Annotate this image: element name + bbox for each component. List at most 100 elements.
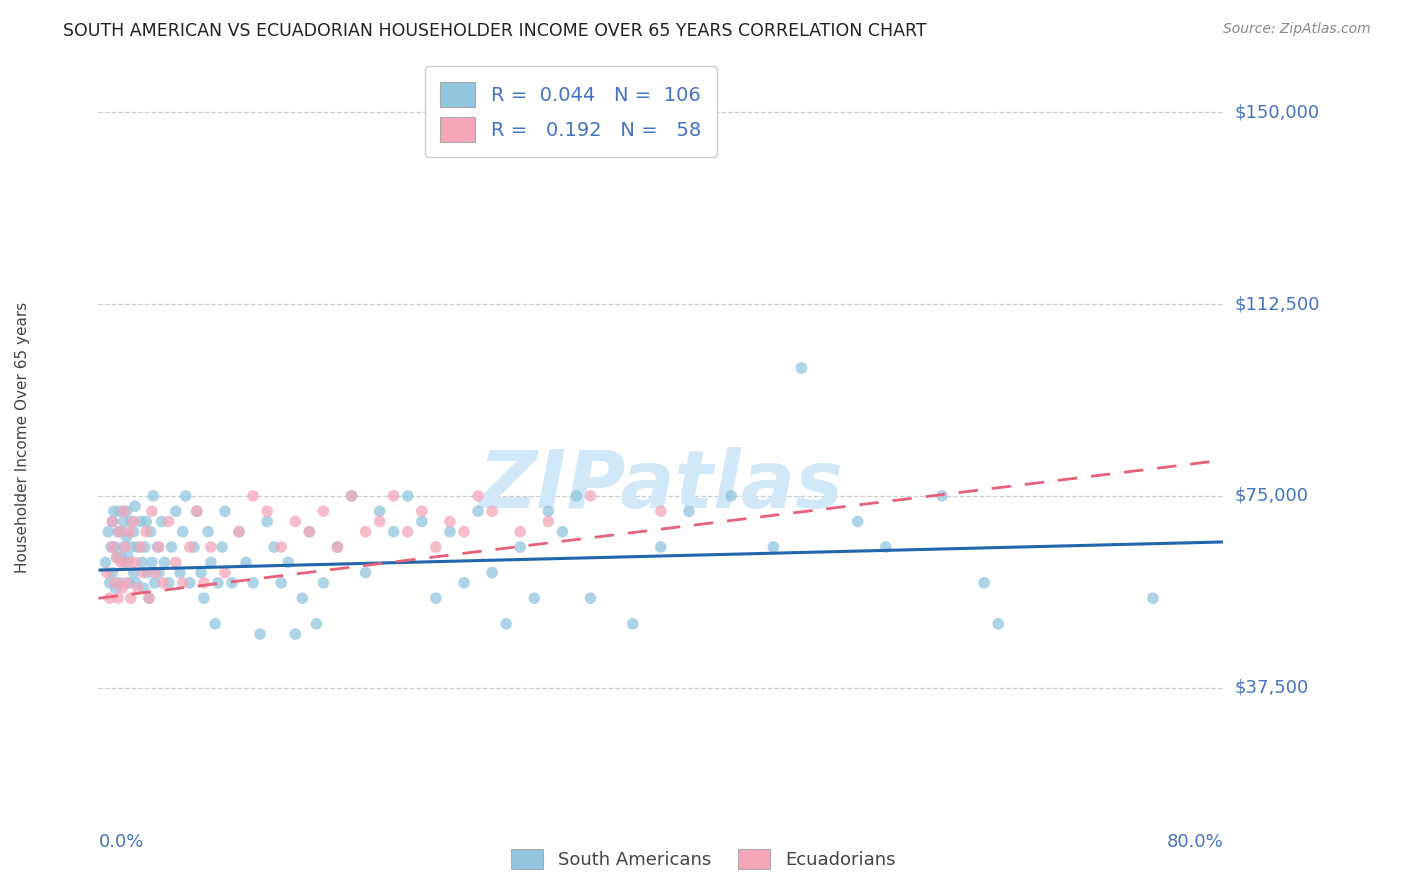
Point	[312, 504, 335, 518]
Point	[101, 515, 124, 529]
Point	[973, 575, 995, 590]
Point	[97, 524, 120, 539]
Point	[143, 575, 166, 590]
Point	[152, 575, 174, 590]
Point	[650, 540, 672, 554]
Legend: South Americans, Ecuadorians: South Americans, Ecuadorians	[502, 839, 904, 879]
Text: $75,000: $75,000	[1234, 487, 1309, 505]
Point	[124, 499, 146, 513]
Point	[214, 566, 236, 580]
Point	[762, 540, 785, 554]
Point	[284, 515, 307, 529]
Point	[122, 524, 145, 539]
Point	[108, 575, 131, 590]
Point	[467, 489, 489, 503]
Point	[678, 504, 700, 518]
Point	[121, 540, 143, 554]
Point	[172, 575, 194, 590]
Point	[382, 524, 405, 539]
Point	[354, 524, 377, 539]
Point	[987, 616, 1010, 631]
Point	[150, 515, 173, 529]
Point	[107, 591, 129, 606]
Point	[114, 540, 136, 554]
Point	[127, 581, 149, 595]
Point	[354, 566, 377, 580]
Point	[129, 540, 152, 554]
Point	[509, 540, 531, 554]
Point	[291, 591, 314, 606]
Legend: R =  0.044   N =  106, R =   0.192   N =   58: R = 0.044 N = 106, R = 0.192 N = 58	[425, 66, 717, 157]
Point	[111, 581, 134, 595]
Point	[112, 540, 135, 554]
Point	[179, 540, 201, 554]
Point	[411, 515, 433, 529]
Point	[495, 616, 517, 631]
Point	[190, 566, 212, 580]
Point	[100, 540, 122, 554]
Point	[108, 524, 131, 539]
Point	[186, 504, 208, 518]
Point	[104, 540, 127, 554]
Point	[138, 591, 160, 606]
Point	[382, 489, 405, 503]
Point	[110, 555, 132, 569]
Point	[326, 540, 349, 554]
Point	[186, 504, 208, 518]
Point	[537, 515, 560, 529]
Point	[326, 540, 349, 554]
Point	[790, 361, 813, 376]
Point	[120, 591, 142, 606]
Point	[481, 566, 503, 580]
Point	[127, 540, 149, 554]
Point	[104, 581, 127, 595]
Text: $112,500: $112,500	[1234, 295, 1320, 313]
Point	[242, 489, 264, 503]
Point	[298, 524, 321, 539]
Point	[114, 555, 136, 569]
Point	[277, 555, 299, 569]
Point	[98, 575, 121, 590]
Point	[551, 524, 574, 539]
Point	[467, 504, 489, 518]
Point	[1142, 591, 1164, 606]
Point	[425, 540, 447, 554]
Point	[193, 575, 215, 590]
Point	[107, 524, 129, 539]
Point	[118, 524, 141, 539]
Text: $37,500: $37,500	[1234, 679, 1309, 697]
Point	[579, 489, 602, 503]
Point	[537, 504, 560, 518]
Text: SOUTH AMERICAN VS ECUADORIAN HOUSEHOLDER INCOME OVER 65 YEARS CORRELATION CHART: SOUTH AMERICAN VS ECUADORIAN HOUSEHOLDER…	[63, 22, 927, 40]
Point	[193, 591, 215, 606]
Point	[263, 540, 285, 554]
Point	[138, 591, 160, 606]
Point	[135, 524, 157, 539]
Text: Householder Income Over 65 years: Householder Income Over 65 years	[14, 301, 30, 573]
Point	[134, 540, 156, 554]
Point	[172, 524, 194, 539]
Point	[143, 566, 166, 580]
Point	[139, 524, 162, 539]
Point	[284, 627, 307, 641]
Point	[270, 575, 292, 590]
Point	[142, 489, 165, 503]
Point	[115, 504, 138, 518]
Point	[197, 524, 219, 539]
Point	[115, 575, 138, 590]
Point	[112, 515, 135, 529]
Point	[169, 566, 191, 580]
Point	[396, 489, 419, 503]
Point	[396, 524, 419, 539]
Point	[931, 489, 953, 503]
Point	[101, 566, 124, 580]
Point	[305, 616, 328, 631]
Point	[298, 524, 321, 539]
Point	[117, 555, 139, 569]
Point	[340, 489, 363, 503]
Point	[103, 504, 125, 518]
Point	[108, 504, 131, 518]
Point	[98, 591, 121, 606]
Point	[141, 555, 163, 569]
Point	[453, 524, 475, 539]
